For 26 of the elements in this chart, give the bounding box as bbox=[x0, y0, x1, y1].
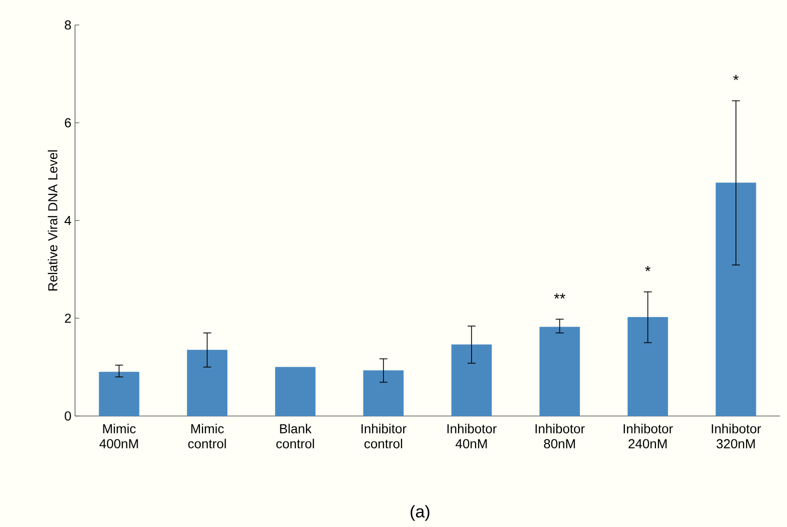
bar bbox=[98, 372, 140, 416]
x-tick-label: Blank control bbox=[276, 424, 314, 448]
bar bbox=[451, 344, 492, 416]
x-tick-label: Inhibotor 240nM bbox=[624, 424, 673, 448]
text: (a) bbox=[410, 505, 430, 521]
bar bbox=[275, 366, 316, 416]
bar bbox=[363, 370, 404, 416]
bar bbox=[628, 317, 668, 416]
x-tick-label: Inhibotor 40nM bbox=[447, 424, 497, 448]
y-tick-label: 6 bbox=[64, 118, 71, 128]
y-tick-label: 2 bbox=[64, 314, 71, 323]
y-axis-title: Relative Viral DNA Level bbox=[48, 150, 58, 290]
y-tick-label: 8 bbox=[64, 20, 71, 30]
annotation: * bbox=[645, 266, 650, 272]
bar bbox=[186, 350, 228, 416]
annotation: * bbox=[733, 74, 739, 80]
annotation: ** bbox=[554, 293, 566, 299]
x-tick-label: Mimic control bbox=[188, 424, 226, 448]
y-tick-label: 0 bbox=[64, 411, 71, 421]
bar bbox=[539, 326, 580, 416]
x-tick-label: Inhibotor 320nM bbox=[712, 424, 761, 448]
y-tick-label: 4 bbox=[64, 216, 72, 225]
bar bbox=[716, 182, 756, 416]
x-tick-label: Inhibotor 80nM bbox=[536, 424, 585, 448]
x-tick-label: Mimic 400nM bbox=[99, 424, 138, 448]
x-tick-label: Inhibitor control bbox=[362, 424, 406, 448]
